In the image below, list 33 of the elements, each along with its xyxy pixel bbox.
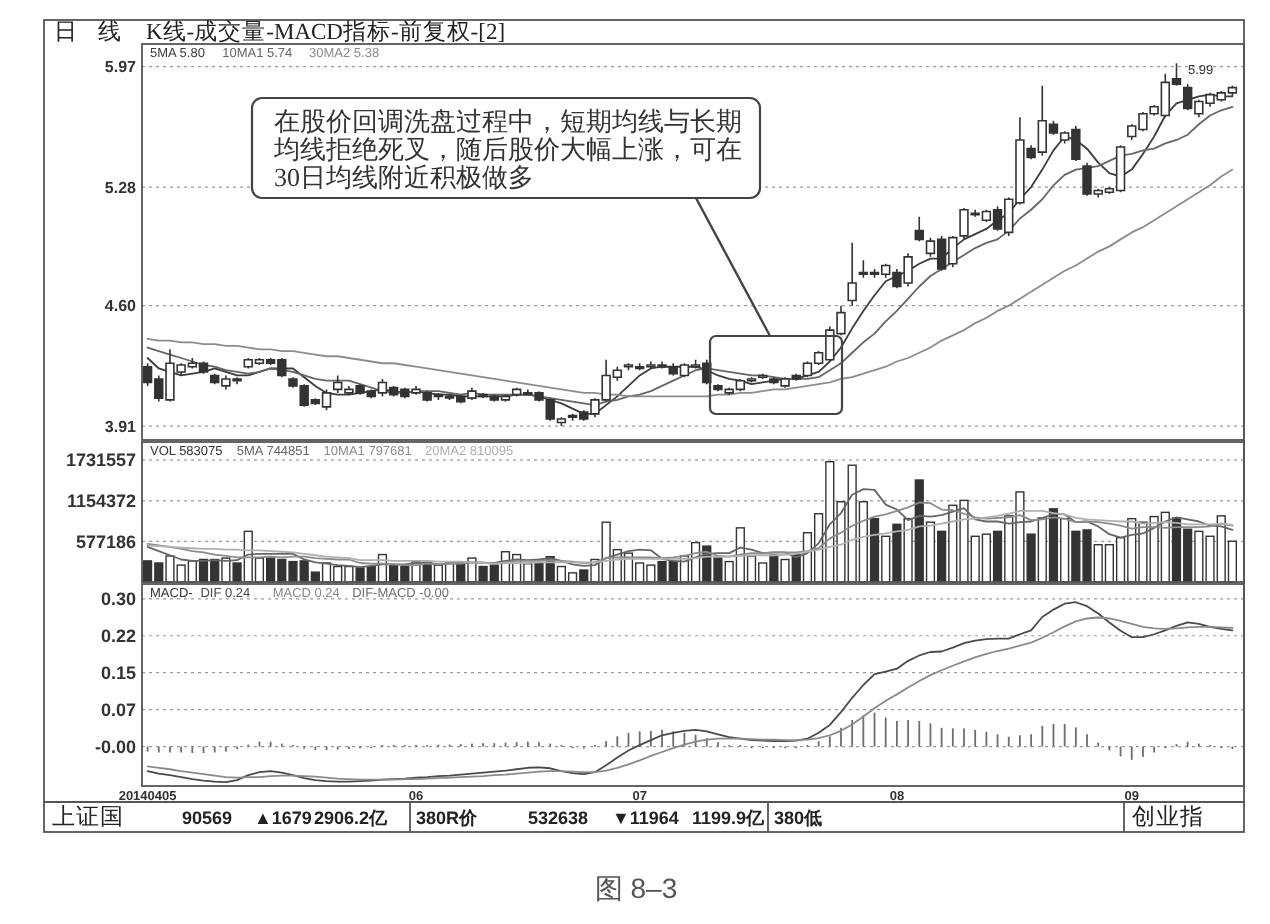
text: 创业指: [1132, 804, 1204, 830]
y-tick-label: 0.07: [100, 699, 136, 720]
line-series: [146, 501, 1234, 567]
candlestick: [757, 372, 768, 380]
chart-title: 日 线: [54, 19, 122, 45]
annotation: 在股价回调洗盘过程中，短期均线与长期均线拒绝死叉，随后股价大幅上涨，可在30日均线附近积极做多: [272, 106, 742, 192]
text: 90569: [182, 808, 233, 828]
line-series: [146, 168, 1234, 398]
y-tick-label: 5.28: [104, 178, 138, 197]
candlestick: [847, 242, 857, 307]
y-tick-label: 577186: [75, 531, 136, 552]
y-tick-label: 0.22: [100, 626, 136, 647]
candlestick: [914, 215, 924, 242]
text: 532638: [528, 808, 589, 828]
y-tick-label: 0.30: [100, 589, 136, 610]
text: 上证国: [52, 804, 124, 830]
text: 380低: [774, 808, 823, 828]
line-series: [146, 488, 1234, 569]
y-tick-label: 4.60: [104, 297, 138, 316]
chart-subtitle: K线-成交量-MACD指标-前复权-[2]: [146, 17, 506, 45]
y-tick-label: 1731557: [65, 450, 136, 471]
y-tick-label: 0.15: [100, 662, 136, 683]
text: 1199.9亿: [692, 808, 767, 828]
y-tick-label: -0.00: [94, 736, 136, 757]
text: 2906.2亿: [314, 808, 390, 828]
line-series: [146, 510, 1234, 565]
y-tick-label: 3.91: [104, 417, 138, 436]
y-tick-label: 1154372: [66, 491, 136, 512]
y-tick-label: 5.97: [104, 58, 138, 77]
text: ▼11964: [612, 808, 679, 828]
caption: 图 8–3: [594, 872, 678, 904]
text: ▲1679: [254, 808, 312, 828]
text: 380R价: [416, 808, 480, 828]
